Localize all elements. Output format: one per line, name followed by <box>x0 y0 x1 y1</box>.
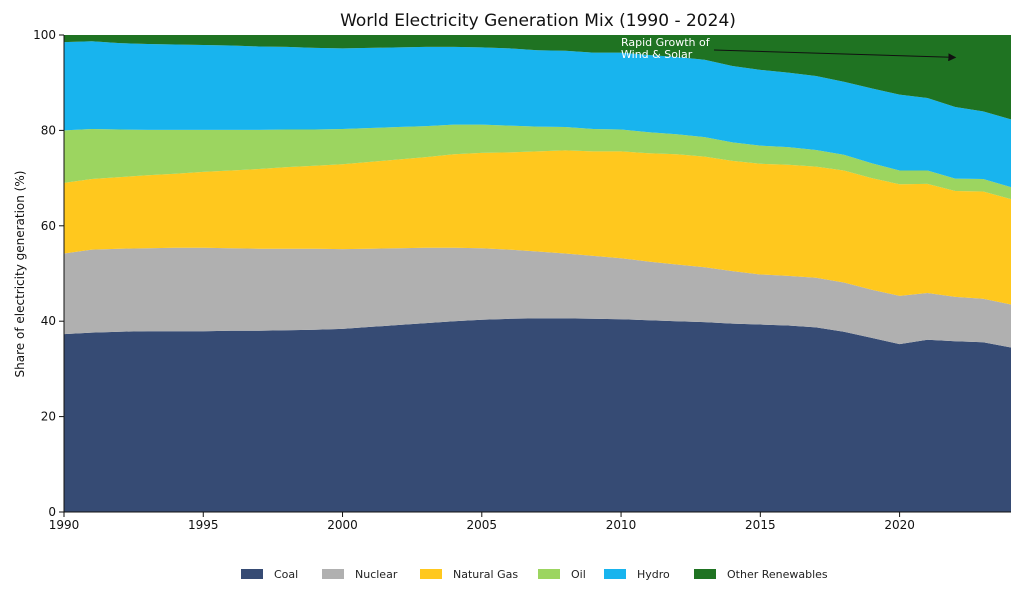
legend-swatch-coal <box>241 569 263 579</box>
chart-title: World Electricity Generation Mix (1990 -… <box>340 11 736 31</box>
x-tick-label: 1995 <box>188 518 219 532</box>
x-axis: 1990 1995 2000 2005 2010 2015 2020 <box>49 511 1011 532</box>
area-hydro <box>64 41 1011 188</box>
y-tick-label: 20 <box>41 410 56 424</box>
y-tick-label: 40 <box>41 314 56 328</box>
legend-label-coal: Coal <box>274 568 298 581</box>
y-tick-label: 100 <box>33 28 56 42</box>
legend-swatch-natural-gas <box>420 569 442 579</box>
x-tick-label: 2000 <box>327 518 358 532</box>
legend-swatch-oil <box>538 569 560 579</box>
x-tick-label: 1990 <box>49 518 80 532</box>
area-other-renewables <box>64 35 1011 120</box>
annotation-arrow <box>713 49 957 62</box>
plot-area <box>64 35 1011 512</box>
area-coal <box>64 318 1011 512</box>
legend-swatch-other-renewables <box>694 569 716 579</box>
y-tick-label: 0 <box>48 505 56 519</box>
legend-label-nuclear: Nuclear <box>355 568 398 581</box>
x-tick-label: 2005 <box>467 518 498 532</box>
x-tick-label: 2015 <box>745 518 776 532</box>
legend-label-other-renewables: Other Renewables <box>727 568 828 581</box>
y-tick-label: 80 <box>41 123 56 137</box>
area-oil <box>64 124 1011 200</box>
y-axis: 0 20 40 60 80 100 <box>33 28 65 519</box>
area-natural-gas <box>64 150 1011 305</box>
legend-swatch-hydro <box>604 569 626 579</box>
area-nuclear <box>64 247 1011 348</box>
annotation-text: Rapid Growth of <box>621 36 711 49</box>
y-axis-label: Share of electricity generation (%) <box>13 171 27 378</box>
y-tick-label: 60 <box>41 219 56 233</box>
legend-label-natural-gas: Natural Gas <box>453 568 518 581</box>
x-tick-label: 2020 <box>884 518 915 532</box>
legend-label-hydro: Hydro <box>637 568 670 581</box>
annotation-text: Wind & Solar <box>621 48 693 61</box>
legend: Coal Nuclear Natural Gas Oil Hydro Other Rene… <box>241 568 828 581</box>
x-tick-label: 2010 <box>606 518 637 532</box>
legend-swatch-nuclear <box>322 569 344 579</box>
legend-label-oil: Oil <box>571 568 586 581</box>
